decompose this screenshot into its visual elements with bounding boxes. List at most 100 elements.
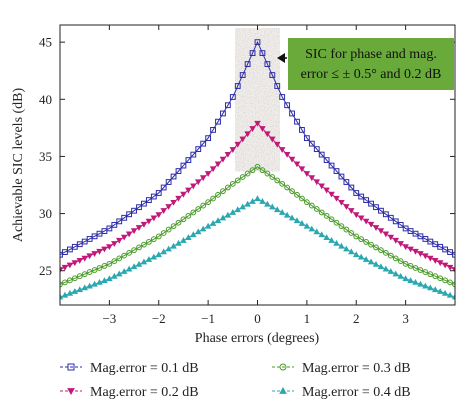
- data-point: [407, 263, 414, 269]
- data-point: [244, 61, 251, 67]
- legend: Mag.error = 0.1 dB Mag.error = 0.2 dB Mag.…: [60, 361, 411, 400]
- data-point: [116, 255, 123, 262]
- data-point: [190, 183, 197, 190]
- series-line: [60, 166, 455, 285]
- data-point: [150, 193, 157, 200]
- data-point: [91, 280, 98, 287]
- data-point: [294, 118, 300, 125]
- data-point: [288, 156, 296, 163]
- data-point: [294, 191, 300, 198]
- data-point: [357, 253, 365, 260]
- data-point: [96, 248, 103, 255]
- data-point: [150, 236, 157, 243]
- data-point: [333, 219, 340, 226]
- data-point: [338, 199, 345, 206]
- y-tick-label: 25: [39, 263, 52, 278]
- data-point: [259, 126, 266, 132]
- data-point: [145, 239, 152, 245]
- data-point: [239, 136, 246, 143]
- data-point: [402, 260, 409, 267]
- data-point: [308, 175, 316, 182]
- data-point: [160, 208, 167, 215]
- data-point: [249, 198, 256, 204]
- data-point: [402, 275, 409, 282]
- data-point: [224, 151, 232, 158]
- data-point: [451, 293, 455, 300]
- data-point: [91, 267, 98, 273]
- data-point: [111, 272, 118, 279]
- data-point: [303, 199, 310, 206]
- data-point: [318, 183, 325, 190]
- data-point: [446, 264, 454, 271]
- annotation-callout: SIC for phase and mag. error ≤ ± 0.5° an…: [277, 38, 454, 90]
- data-point: [170, 199, 177, 206]
- data-point: [328, 216, 335, 223]
- data-point: [76, 286, 83, 293]
- data-point: [120, 268, 128, 274]
- legend-label: Mag.error = 0.2 dB: [90, 385, 199, 400]
- data-point: [141, 200, 147, 207]
- data-point: [175, 219, 182, 226]
- data-point: [111, 241, 118, 247]
- data-point: [106, 275, 113, 282]
- data-point: [131, 207, 137, 214]
- data-point: [412, 265, 419, 271]
- data-point: [372, 260, 380, 267]
- data-point: [165, 226, 172, 233]
- data-point: [323, 187, 330, 194]
- data-point: [210, 195, 216, 202]
- data-point: [299, 195, 305, 202]
- legend-marker: [279, 386, 287, 394]
- y-axis-title: Achievable SIC levels (dB): [11, 87, 26, 242]
- data-point: [328, 191, 335, 198]
- data-point: [422, 282, 429, 289]
- data-point: [229, 180, 236, 187]
- data-point: [284, 184, 291, 191]
- data-point: [303, 222, 311, 229]
- data-point: [372, 225, 380, 231]
- data-point: [382, 231, 390, 238]
- data-point: [106, 260, 113, 267]
- data-point: [288, 214, 296, 221]
- data-point: [333, 195, 340, 202]
- data-point: [205, 135, 212, 142]
- callout-arrowhead: [277, 53, 285, 63]
- data-point: [224, 102, 231, 109]
- data-point: [244, 200, 251, 207]
- data-point: [442, 277, 449, 284]
- data-point: [190, 231, 197, 238]
- data-point: [224, 184, 231, 191]
- data-point: [397, 221, 404, 228]
- data-point: [135, 225, 143, 231]
- data-point: [387, 252, 394, 259]
- data-point: [219, 214, 227, 221]
- callout-box: [288, 38, 454, 90]
- data-point: [436, 288, 444, 294]
- series-3: [60, 163, 455, 288]
- data-point: [363, 239, 370, 245]
- data-point: [185, 234, 192, 240]
- data-point: [333, 239, 340, 246]
- data-point: [269, 174, 276, 180]
- data-point: [121, 252, 128, 259]
- data-point: [274, 206, 281, 213]
- legend-item: Mag.error = 0.1 dB: [60, 361, 199, 376]
- data-point: [412, 248, 419, 255]
- legend-label: Mag.error = 0.1 dB: [90, 361, 199, 376]
- data-point: [343, 245, 350, 252]
- y-tick-label: 40: [39, 92, 52, 107]
- data-point: [432, 273, 439, 280]
- data-point: [432, 286, 439, 293]
- data-point: [348, 230, 355, 236]
- y-tick-label: 30: [39, 206, 52, 221]
- data-point: [239, 203, 246, 210]
- data-point: [308, 225, 316, 232]
- series-2: [60, 120, 455, 274]
- data-point: [274, 83, 281, 89]
- data-point: [96, 278, 103, 285]
- data-point: [150, 253, 158, 260]
- data-point: [338, 173, 345, 180]
- data-point: [392, 255, 399, 262]
- data-point: [348, 248, 355, 255]
- legend-item: Mag.error = 0.4 dB: [272, 385, 411, 400]
